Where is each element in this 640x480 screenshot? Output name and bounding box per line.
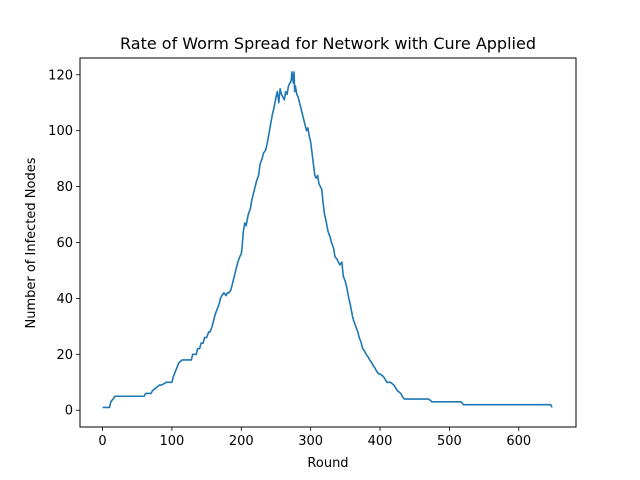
- y-tick-label: 40: [56, 292, 73, 307]
- series-line-0: [102, 71, 553, 409]
- y-tick-label: 120: [48, 68, 73, 83]
- x-tick-label: 500: [437, 434, 462, 449]
- y-tick-label: 80: [56, 180, 73, 195]
- x-tick-label: 600: [506, 434, 531, 449]
- x-tick-label: 300: [298, 434, 323, 449]
- y-tick-label: 20: [56, 348, 73, 363]
- y-tick-label: 0: [65, 404, 73, 419]
- y-tick-label: 60: [56, 236, 73, 251]
- x-tick-label: 100: [160, 434, 185, 449]
- x-axis: 0 100 200 300 400 500 600: [98, 427, 531, 449]
- x-tick-label: 200: [229, 434, 254, 449]
- y-tick-label: 100: [48, 124, 73, 139]
- x-tick-label: 0: [98, 434, 106, 449]
- chart-title: Rate of Worm Spread for Network with Cur…: [120, 34, 536, 53]
- x-tick-label: 400: [368, 434, 393, 449]
- y-axis-label: Number of Infected Nodes: [24, 157, 39, 328]
- x-axis-label: Round: [307, 456, 348, 471]
- y-axis: 0 20 40 60 80 100 120: [48, 68, 80, 419]
